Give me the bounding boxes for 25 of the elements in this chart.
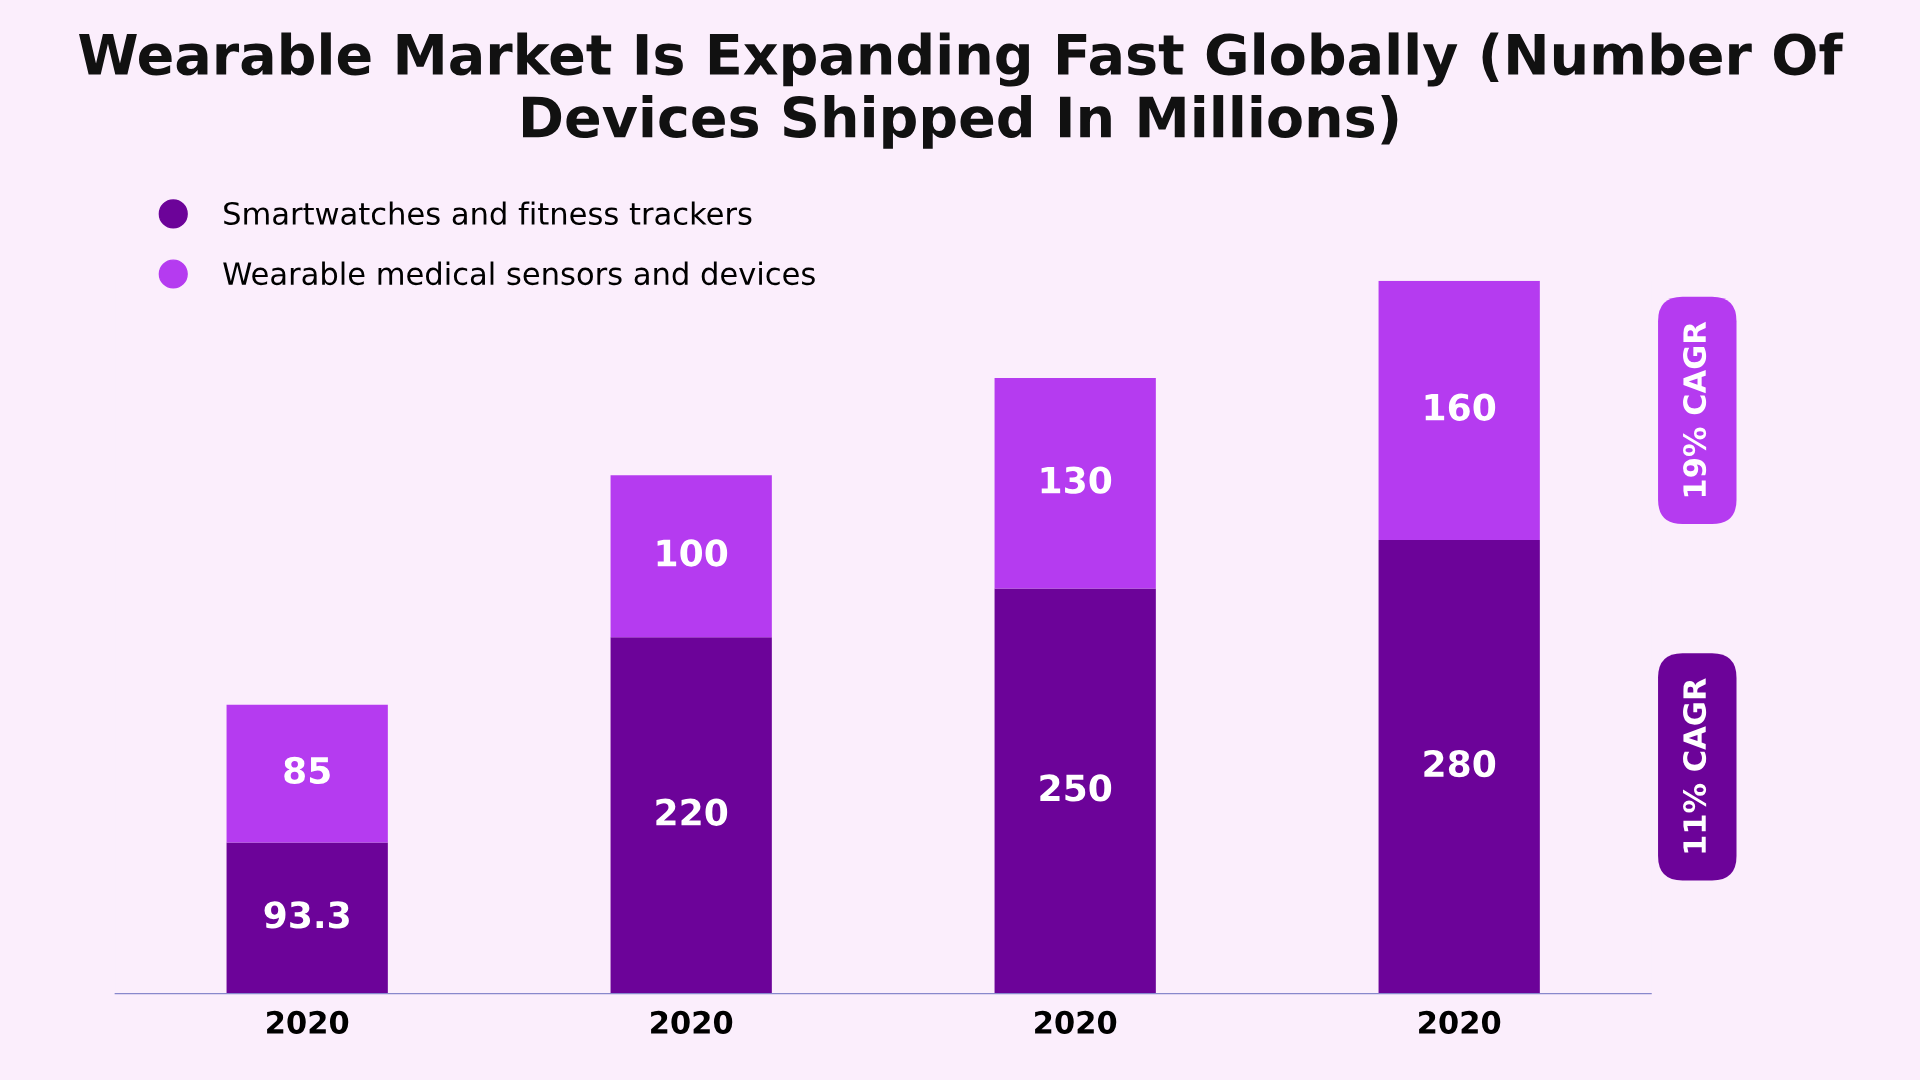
x-tick-label: 2020 xyxy=(267,1010,349,1034)
x-tick-label: 2020 xyxy=(651,1010,733,1034)
data-label: 250 xyxy=(1040,774,1112,802)
text: 11% CAGR xyxy=(1683,678,1707,853)
legend-label: Smartwatches and fitness trackers xyxy=(224,201,752,226)
data-label: 280 xyxy=(1424,749,1496,778)
data-label: 100 xyxy=(657,539,728,567)
bar xyxy=(1378,280,1540,540)
legend-label: Wearable medical sensors and devices xyxy=(223,261,815,286)
data-label: 130 xyxy=(1041,466,1112,494)
bar xyxy=(994,588,1156,994)
data-label: 220 xyxy=(656,798,728,826)
bar xyxy=(610,637,772,994)
bar xyxy=(994,378,1156,589)
bar xyxy=(226,704,388,843)
bar xyxy=(226,842,388,994)
bar xyxy=(1378,540,1540,994)
data-label: 85 xyxy=(284,756,330,785)
chart-title: Wearable Market Is Expanding Fast Globally (Number Of Devices Shipped In Millions) xyxy=(79,32,1844,149)
x-tick-label: 2020 xyxy=(1035,1010,1117,1034)
x-tick-label: 2020 xyxy=(1419,1010,1501,1034)
text: 19% CAGR xyxy=(1683,321,1707,497)
data-label: 160 xyxy=(1425,393,1496,421)
bar xyxy=(610,475,772,638)
data-label: 93.3 xyxy=(264,901,349,929)
